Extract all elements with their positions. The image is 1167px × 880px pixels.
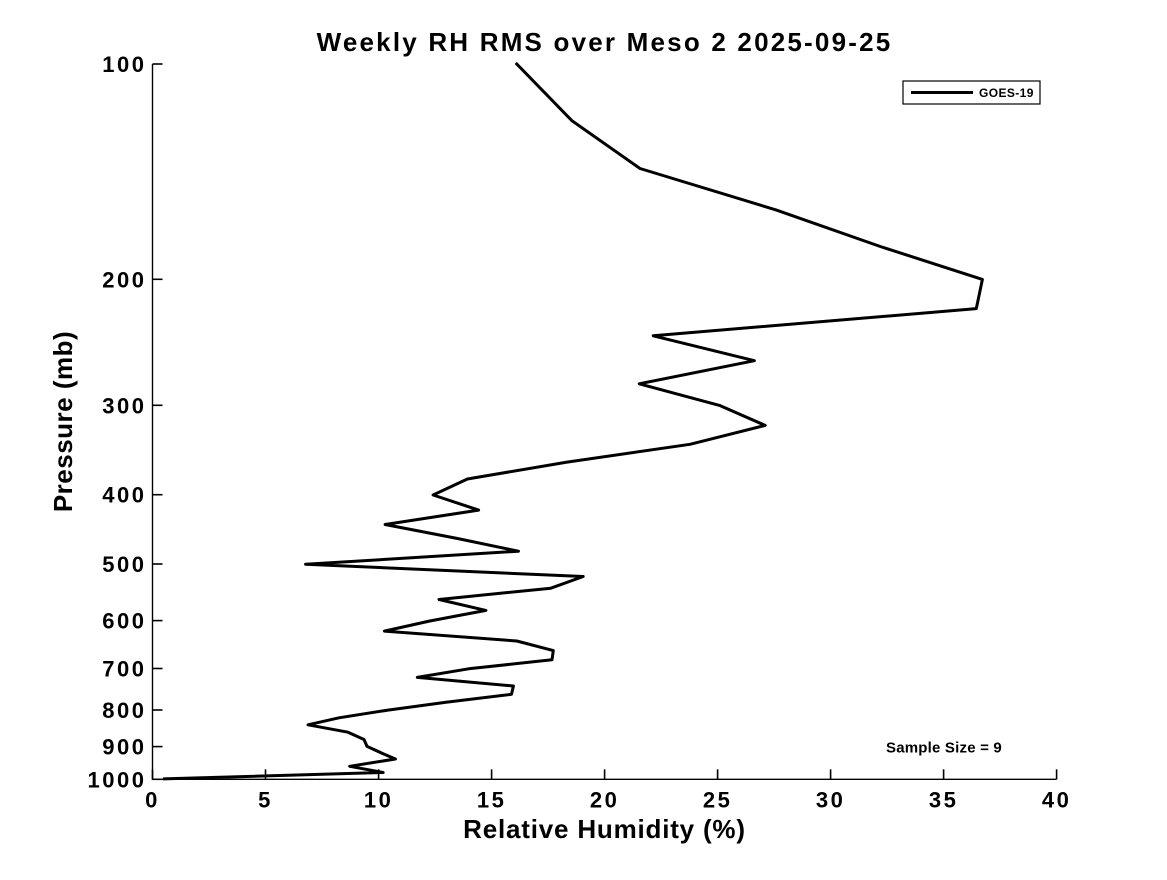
- svg-text:Weekly RH RMS over Meso 2 2025: Weekly RH RMS over Meso 2 2025-09-25: [317, 27, 893, 57]
- svg-text:10: 10: [364, 788, 393, 813]
- svg-text:40: 40: [1042, 788, 1071, 813]
- svg-text:900: 900: [102, 735, 146, 760]
- svg-text:600: 600: [102, 609, 146, 634]
- svg-text:35: 35: [929, 788, 958, 813]
- svg-text:500: 500: [102, 552, 146, 577]
- svg-text:20: 20: [590, 788, 619, 813]
- svg-text:Sample Size = 9: Sample Size = 9: [886, 740, 1002, 757]
- svg-text:1000: 1000: [88, 767, 147, 792]
- svg-text:200: 200: [102, 267, 146, 292]
- svg-text:5: 5: [258, 788, 273, 813]
- svg-text:300: 300: [102, 393, 146, 418]
- svg-text:30: 30: [816, 788, 845, 813]
- svg-text:700: 700: [102, 657, 146, 682]
- svg-text:100: 100: [102, 52, 146, 77]
- svg-text:400: 400: [102, 483, 146, 508]
- svg-text:25: 25: [703, 788, 732, 813]
- svg-text:Pressure (mb): Pressure (mb): [48, 331, 78, 512]
- svg-text:Relative Humidity (%): Relative Humidity (%): [463, 814, 746, 844]
- svg-text:GOES-19: GOES-19: [979, 86, 1034, 100]
- svg-text:800: 800: [102, 698, 146, 723]
- svg-text:0: 0: [145, 788, 160, 813]
- svg-text:15: 15: [477, 788, 506, 813]
